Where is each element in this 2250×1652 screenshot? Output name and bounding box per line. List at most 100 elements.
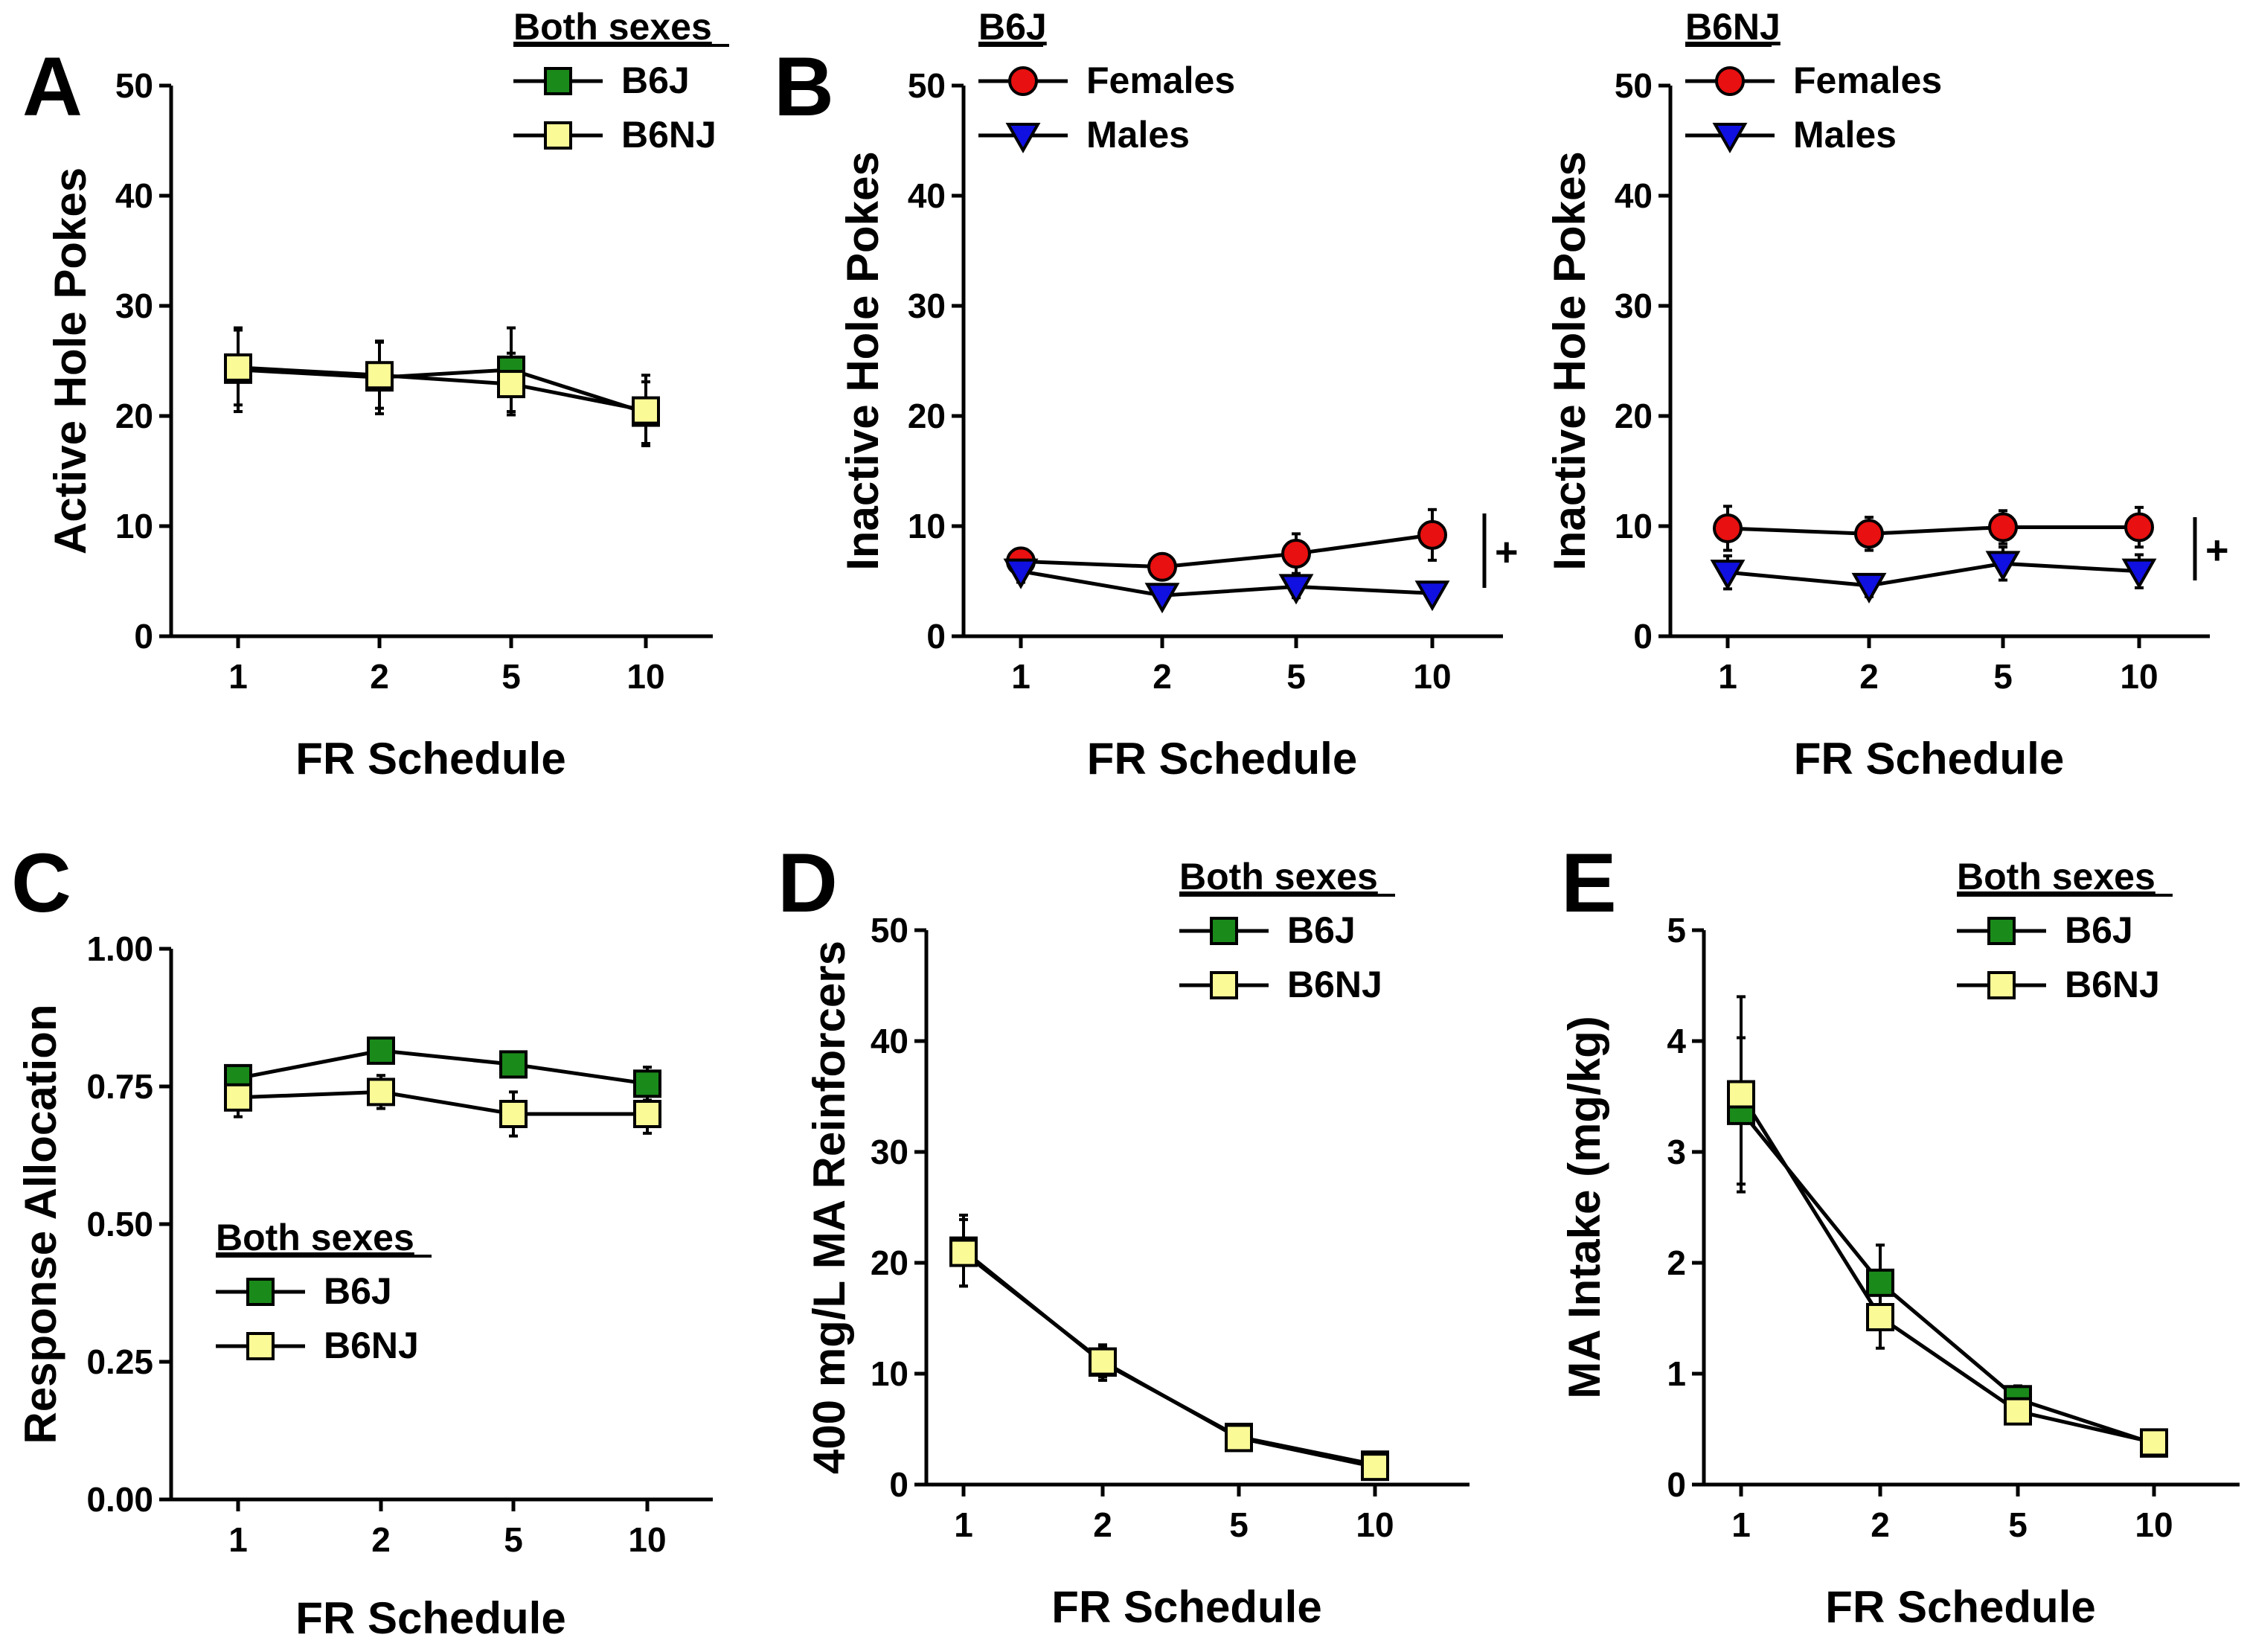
data-point-b6j (1866, 1268, 1894, 1297)
legend-title: Both sexes (1179, 856, 1378, 897)
panel-letter: E (1561, 836, 1617, 929)
y-tick-label: 50 (871, 911, 908, 950)
data-point-b6nj (365, 361, 394, 390)
data-point-females (1713, 513, 1743, 543)
data-point-b6j (633, 1069, 661, 1098)
series-line-b6j (1740, 1110, 2155, 1446)
y-tick-label: 40 (115, 176, 153, 215)
data-point-b6nj (2140, 1428, 2168, 1457)
y-tick-label: 40 (1615, 176, 1653, 215)
y-axis-title: Response Allocation (16, 1004, 65, 1444)
x-tick-label: 1 (1011, 657, 1031, 696)
x-tick-label: 10 (2120, 657, 2158, 696)
x-tick-label: 10 (1356, 1505, 1394, 1544)
panel-b2: 0 10 20 30 40 50 1 2 5 10 FR Schedule Inactive Hole… (1545, 6, 2229, 784)
x-axis-title: FR Schedule (295, 1593, 565, 1643)
y-tick-label: 0 (926, 617, 946, 656)
y-tick-label: 20 (1615, 397, 1653, 435)
series-line-females (1020, 533, 1433, 569)
x-tick-label: 5 (2008, 1505, 2028, 1544)
data-point-b6nj (2004, 1397, 2032, 1426)
y-tick-label: 0 (134, 617, 153, 656)
y-tick-label: 50 (115, 66, 153, 105)
x-tick-label: 10 (628, 1520, 666, 1559)
legend-title: Both sexes (1957, 856, 2156, 897)
legend-marker-b6nj (1987, 971, 2016, 999)
x-tick-label: 1 (1718, 657, 1737, 696)
panel-d: D 0 10 20 30 40 50 1 2 5 10 FR Schedule 400 mg/L MA … (778, 836, 1469, 1632)
y-tick-label: 1.00 (86, 929, 153, 968)
panel-letter: C (11, 836, 71, 929)
x-tick-label: 10 (1413, 657, 1451, 696)
legend-label: Females (1086, 60, 1235, 101)
panel-e: E 0 1 2 3 4 5 1 2 5 10 FR Schedule MA Intake (mg/kg)… (1560, 836, 2240, 1632)
data-point-males (1985, 551, 2021, 582)
data-point-females (1854, 519, 1884, 549)
legend-marker-b6nj (1210, 971, 1238, 999)
y-tick-label: 0 (1633, 617, 1653, 656)
legend-title: B6NJ (1685, 6, 1781, 48)
panel-letter: B (774, 40, 834, 133)
legend-label: Males (1086, 114, 1190, 156)
series-line-b6nj (237, 1089, 647, 1116)
data-point-males (1710, 560, 1746, 591)
data-point-b6nj (949, 1238, 978, 1267)
data-point-b6nj (1866, 1303, 1894, 1332)
x-tick-label: 5 (501, 657, 521, 696)
x-tick-label: 5 (1286, 657, 1306, 696)
x-tick-label: 5 (1993, 657, 2013, 696)
legend-label: Females (1793, 60, 1942, 101)
x-tick-label: 2 (1093, 1505, 1112, 1544)
data-point-males (1003, 558, 1039, 589)
legend-label: B6NJ (2065, 964, 2160, 1005)
legend-marker-b6nj (246, 1332, 275, 1360)
legend-marker-b6nj (544, 121, 572, 150)
panel-b1: B 0 10 20 30 40 50 1 2 5 10 FR Schedule Inactive Hol… (774, 6, 1519, 784)
y-tick-label: 50 (1615, 66, 1653, 105)
y-tick-label: 0 (1667, 1465, 1686, 1504)
data-point-females (1988, 512, 2018, 542)
data-point-males (1144, 583, 1180, 614)
y-tick-label: 40 (908, 176, 946, 215)
series-line-males (1020, 569, 1433, 598)
series-line-b6nj (237, 365, 647, 413)
legend-marker-b6j (1210, 917, 1238, 945)
y-tick-label: 20 (908, 397, 946, 435)
y-tick-label: 30 (1615, 286, 1653, 325)
legend-title: Both sexes (216, 1217, 414, 1258)
x-tick-label: 1 (1731, 1505, 1751, 1544)
x-tick-label: 2 (1859, 657, 1879, 696)
x-tick-label: 2 (1153, 657, 1172, 696)
x-axis-title: FR Schedule (1794, 734, 2064, 784)
significance-marker: + (1495, 530, 1519, 574)
y-axis-title: Active Hole Pokes (45, 167, 95, 554)
data-point-b6nj (632, 396, 660, 425)
significance-marker: + (2205, 528, 2229, 573)
y-tick-label: 20 (115, 397, 153, 435)
panel-letter: D (778, 836, 838, 929)
series-line-b6j (962, 1249, 1376, 1467)
y-tick-label: 10 (908, 507, 946, 545)
x-tick-label: 10 (2135, 1505, 2173, 1544)
series-line-b6j (237, 1048, 648, 1086)
series-line-b6j (237, 368, 647, 414)
x-tick-label: 1 (228, 1520, 248, 1559)
data-point-b6nj (367, 1078, 395, 1107)
x-tick-label: 2 (370, 657, 389, 696)
legend-label: Males (1793, 114, 1897, 156)
data-point-b6nj (1225, 1424, 1253, 1453)
y-tick-label: 10 (871, 1354, 908, 1393)
legend-label: B6J (2065, 909, 2133, 951)
panel-c: C 0.00 0.25 0.50 0.75 1.00 1 2 5 10 FR Schedule Res… (11, 836, 713, 1643)
y-tick-label: 5 (1667, 911, 1686, 950)
y-tick-label: 0 (889, 1465, 908, 1504)
x-tick-label: 1 (228, 657, 248, 696)
legend-marker-b6j (544, 67, 572, 95)
data-point-b6j (499, 1050, 528, 1079)
y-axis-title: MA Intake (mg/kg) (1560, 1016, 1609, 1398)
x-axis-title: FR Schedule (1825, 1582, 2095, 1632)
legend-title: Both sexes (513, 6, 712, 48)
y-tick-label: 30 (871, 1133, 908, 1171)
y-axis-title: 400 mg/L MA Reinforcers (804, 941, 854, 1474)
